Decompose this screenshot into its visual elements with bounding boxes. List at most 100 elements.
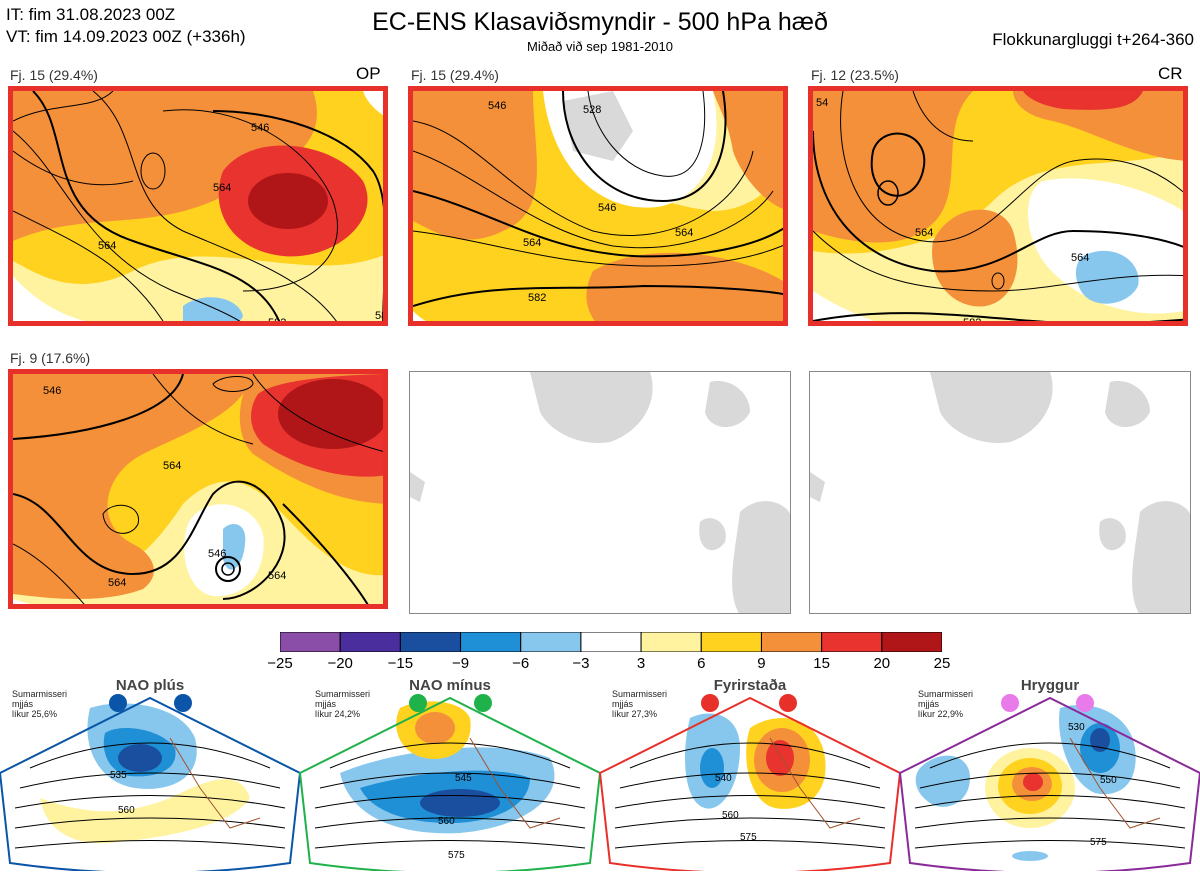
regime-marker [474, 694, 492, 712]
regime-contour-label: 575 [1090, 837, 1107, 848]
contour-label: 564 [523, 237, 541, 249]
colorbar-swatch [279, 631, 341, 653]
regime-season: Sumarmisseri [612, 689, 668, 699]
colorbar-tick-label: 20 [873, 655, 891, 672]
regime-note-nao-minus: Sumarmisseri mjjás líkur 24,2% [315, 689, 370, 719]
regime-ridge-fan: 530 550 575 [898, 694, 1200, 874]
colorbar-swatch [640, 631, 702, 653]
contour-label: 582 [268, 317, 286, 326]
contour-label: 54 [816, 97, 828, 109]
regime-contour-label: 560 [438, 816, 455, 827]
colorbar-swatch [821, 631, 883, 653]
colorbar-tick-label: −15 [387, 655, 414, 672]
regime-note-ridge: Sumarmisseri mjjás líkur 22,9% [918, 689, 973, 719]
valid-time: VT: fim 14.09.2023 00Z (+336h) [6, 27, 246, 46]
colorbar-tick-label: −25 [267, 655, 293, 672]
contour-label: 564 [915, 227, 933, 239]
regime-contour-label: 575 [740, 832, 757, 843]
contour-label: 546 [598, 202, 616, 214]
regime-contour-label: 575 [448, 850, 465, 861]
regime-marker [1076, 694, 1094, 712]
colorbar-tick-label: −20 [327, 655, 353, 672]
contour-label: 546 [43, 385, 61, 397]
contour-label: 564 [675, 227, 693, 239]
contour-label: 564 [1071, 252, 1089, 264]
regime-title-blocking: Fyrirstaða [713, 677, 787, 694]
colorbar-swatch [580, 631, 642, 653]
regime-title-ridge: Hryggur [1020, 677, 1080, 694]
cluster-map-4[interactable]: 564 564 546 564 582 546 [8, 369, 388, 609]
colorbar-ticks: −25 −20 −15 −9 −6 −3 3 6 9 15 20 25 [260, 655, 960, 675]
contour-label: 58 [375, 310, 387, 322]
colorbar-tick-label: −9 [451, 655, 470, 672]
regime-months: mjjás [315, 699, 337, 709]
contour-label: 546 [488, 100, 506, 112]
panel-4-label: Fj. 9 (17.6%) [10, 350, 91, 366]
contour-label: 546 [251, 122, 269, 134]
regime-marker [409, 694, 427, 712]
colorbar [279, 631, 943, 653]
cluster-map-1[interactable]: 546 564 564 582 58 [8, 86, 388, 326]
colorbar-tick-label: 3 [636, 655, 646, 672]
regime-season: Sumarmisseri [12, 689, 68, 699]
regime-months: mjjás [918, 699, 940, 709]
cluster-map-3[interactable]: 564 564 582 54 [808, 86, 1188, 326]
regime-probability: líkur 27,3% [612, 709, 658, 719]
colorbar-swatch [460, 631, 522, 653]
contour-label: 564 [268, 570, 286, 582]
colorbar-swatch [399, 631, 462, 653]
panel-2-label: Fj. 15 (29.4%) [411, 67, 499, 83]
colorbar-tick-label: 9 [757, 655, 766, 672]
regime-marker [779, 694, 797, 712]
colorbar-tick-label: 6 [697, 655, 706, 672]
regime-title-nao-plus: NAO plús [115, 677, 185, 694]
regime-marker [701, 694, 719, 712]
regime-marker [1001, 694, 1019, 712]
contour-label: 564 [108, 577, 126, 589]
empty-map-6-land [810, 372, 1190, 613]
colorbar-swatches [279, 631, 943, 653]
contour-label: 564 [213, 182, 231, 194]
regime-nao-minus-fan: 545 560 575 [298, 694, 602, 874]
regime-months: mjjás [12, 699, 34, 709]
contour-label: 528 [583, 104, 601, 116]
colorbar-swatch [339, 631, 401, 653]
regime-fans: 535 560 545 560 575 [0, 694, 1200, 874]
colorbar-tick-label: −6 [512, 655, 530, 672]
cluster-map-2[interactable]: 528 546 564 564 582 546 [408, 86, 788, 326]
cluster-map-3-plot: 564 564 582 54 [813, 91, 1183, 321]
contour-label: 582 [349, 605, 367, 609]
contour-label: 564 [98, 240, 116, 252]
classification-window: Flokkunargluggi t+264-360 [992, 30, 1194, 49]
initial-time: IT: fim 31.08.2023 00Z [6, 5, 176, 24]
empty-map-5-land [410, 372, 790, 613]
run-info: IT: fim 31.08.2023 00Z VT: fim 14.09.202… [6, 4, 246, 48]
cluster-map-2-plot: 528 546 564 564 582 546 [413, 91, 783, 321]
empty-map-6 [809, 371, 1191, 614]
regime-title-nao-minus: NAO mínus [409, 677, 491, 694]
panel-3-code: CR [1158, 64, 1183, 83]
regime-contour-label: 560 [118, 805, 135, 816]
colorbar-tick-label: 25 [933, 655, 951, 672]
contour-label: 546 [208, 548, 226, 560]
regime-blocking-fan: 540 560 575 [598, 694, 902, 874]
regime-contour-label: 545 [455, 773, 472, 784]
regime-months: mjjás [612, 699, 634, 709]
colorbar-tick-label: −3 [572, 655, 590, 672]
regime-marker [174, 694, 192, 712]
contour-label: 582 [528, 292, 546, 304]
regime-probability: líkur 25,6% [12, 709, 58, 719]
regime-contour-label: 530 [1068, 722, 1085, 733]
regime-probability: líkur 24,2% [315, 709, 361, 719]
colorbar-swatch [881, 631, 943, 653]
page-subtitle: Miðað við sep 1981-2010 [527, 39, 673, 54]
contour-label: 564 [163, 460, 181, 472]
colorbar-swatch [520, 631, 582, 653]
empty-map-5 [409, 371, 791, 614]
panel-1-label: Fj. 15 (29.4%) [10, 67, 98, 83]
cluster-map-4-plot: 564 564 546 564 582 546 [13, 374, 383, 609]
regime-row: 535 560 545 560 575 [0, 678, 1200, 874]
regime-probability: líkur 22,9% [918, 709, 964, 719]
regime-contour-label: 535 [110, 770, 127, 781]
regime-season: Sumarmisseri [918, 689, 974, 699]
